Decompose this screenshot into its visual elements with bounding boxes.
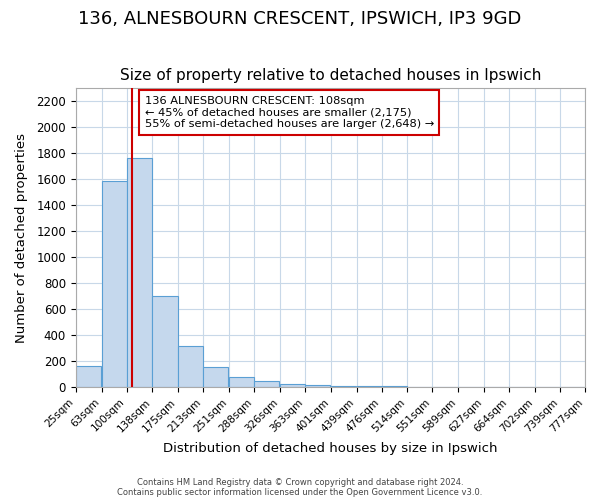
Text: Contains HM Land Registry data © Crown copyright and database right 2024.
Contai: Contains HM Land Registry data © Crown c… bbox=[118, 478, 482, 497]
Bar bbox=[178, 346, 203, 387]
Bar bbox=[127, 158, 152, 387]
Bar bbox=[254, 381, 279, 387]
Bar bbox=[331, 386, 356, 387]
Title: Size of property relative to detached houses in Ipswich: Size of property relative to detached ho… bbox=[120, 68, 541, 83]
Bar bbox=[152, 296, 178, 387]
Bar bbox=[382, 386, 407, 387]
Y-axis label: Number of detached properties: Number of detached properties bbox=[15, 132, 28, 342]
X-axis label: Distribution of detached houses by size in Ipswich: Distribution of detached houses by size … bbox=[163, 442, 497, 455]
Text: 136, ALNESBOURN CRESCENT, IPSWICH, IP3 9GD: 136, ALNESBOURN CRESCENT, IPSWICH, IP3 9… bbox=[79, 10, 521, 28]
Bar bbox=[229, 376, 254, 387]
Bar bbox=[356, 386, 382, 387]
Bar bbox=[203, 367, 229, 387]
Bar bbox=[101, 180, 127, 387]
Bar bbox=[76, 366, 101, 387]
Bar bbox=[280, 384, 305, 387]
Bar bbox=[305, 385, 330, 387]
Text: 136 ALNESBOURN CRESCENT: 108sqm
← 45% of detached houses are smaller (2,175)
55%: 136 ALNESBOURN CRESCENT: 108sqm ← 45% of… bbox=[145, 96, 434, 129]
